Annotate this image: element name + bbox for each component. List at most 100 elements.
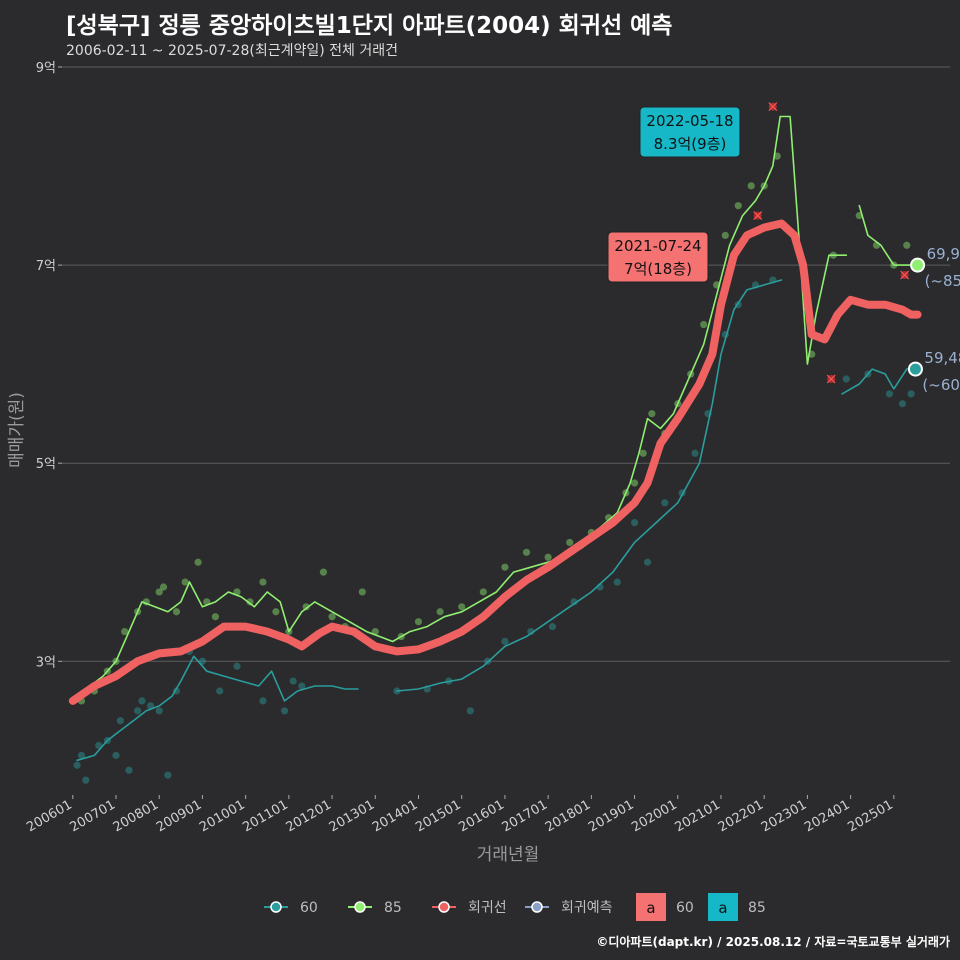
legend-label-swatch — [636, 893, 666, 921]
data-point — [898, 400, 907, 408]
data-point — [164, 771, 172, 779]
annotations: 2022-05-18 8.3억(9층) 2021-07-24 7억(18층) — [607, 106, 741, 283]
x-tick-label: 201501 — [413, 797, 463, 835]
data-point — [630, 519, 639, 527]
end-label-sub: (~60㎡) — [922, 376, 960, 394]
series-line-60 — [76, 655, 359, 762]
data-point — [643, 558, 652, 566]
x-tick-label: 200701 — [68, 797, 118, 835]
highlight-cross — [768, 102, 778, 112]
data-point — [181, 578, 189, 586]
legend-label: 회귀예측 — [561, 900, 613, 916]
data-point — [259, 578, 267, 586]
data-point — [436, 608, 444, 616]
y-axis-label: 매매가(원) — [7, 392, 27, 468]
annotation-date: 2022-05-18 — [646, 112, 733, 130]
data-point — [501, 637, 509, 646]
grid-lines — [62, 66, 950, 662]
legend-key-dot — [438, 901, 450, 913]
data-point — [121, 627, 129, 636]
x-tick-label: 201901 — [586, 797, 636, 835]
y-tick-label: 3억 — [36, 655, 56, 670]
data-point — [773, 152, 781, 160]
annotation-box — [639, 106, 741, 158]
data-point — [501, 563, 509, 571]
legend-label: 85 — [748, 900, 766, 916]
data-point — [298, 682, 306, 690]
x-tick-label: 201201 — [284, 797, 334, 835]
highlight-cross — [753, 211, 763, 220]
data-point — [280, 707, 289, 715]
data-point — [116, 717, 124, 725]
annotation-box — [607, 231, 709, 283]
legend-label: 85 — [384, 900, 402, 916]
annotation-text: 7억(18층) — [624, 260, 692, 278]
legend-label: 60 — [300, 900, 318, 916]
legend-label-glyph: a — [646, 899, 655, 917]
scatter-points — [73, 152, 915, 784]
x-tick-label: 200801 — [111, 797, 161, 835]
data-point — [112, 751, 120, 759]
series-line-회귀선 — [68, 219, 922, 705]
highlight-cross — [826, 374, 836, 384]
x-tick-label: 201301 — [327, 797, 377, 835]
highlight-markers — [753, 102, 910, 384]
x-tick-label: 200901 — [154, 797, 204, 835]
legend-label-swatch — [708, 893, 738, 921]
data-point — [630, 479, 639, 487]
data-point — [527, 627, 535, 636]
legend-key-dot — [531, 901, 543, 913]
x-tick-label: 201401 — [370, 797, 420, 835]
data-point — [648, 410, 656, 418]
x-tick-label: 202101 — [672, 797, 722, 835]
data-point — [458, 603, 466, 611]
legend: 60 85 회귀선 회귀예측 a 60 a 85 — [264, 893, 766, 921]
chart-subtitle: 2006-02-11 ~ 2025-07-28(최근계약일) 전체 거래건 — [66, 43, 398, 59]
data-point — [842, 375, 850, 383]
data-point — [138, 697, 146, 705]
series-lines — [68, 115, 922, 762]
data-point — [77, 751, 86, 759]
legend-label: 60 — [676, 900, 694, 916]
data-point — [125, 766, 133, 774]
data-point — [134, 707, 142, 715]
data-point — [566, 538, 574, 547]
series-line-85 — [76, 115, 848, 702]
data-point — [661, 499, 669, 507]
x-tick-label: 202001 — [629, 797, 679, 835]
data-point — [885, 390, 894, 398]
data-point — [613, 578, 621, 586]
data-point — [414, 618, 423, 626]
x-axis-ticks: 2006012007012008012009012010012011012012… — [24, 795, 896, 835]
y-tick-label: 9억 — [36, 61, 56, 76]
data-point — [246, 598, 254, 606]
y-axis-ticks: 3억 5억 7억 9억 — [36, 61, 62, 670]
data-point — [734, 202, 742, 210]
data-point — [747, 182, 755, 190]
legend-key-dot — [354, 901, 366, 913]
x-tick-label: 201101 — [240, 797, 290, 835]
end-marker — [907, 361, 923, 377]
x-tick-label: 201801 — [543, 797, 593, 835]
data-point — [82, 776, 90, 784]
y-tick-label: 7억 — [36, 259, 56, 274]
data-point — [479, 588, 487, 596]
highlight-cross — [900, 270, 910, 280]
data-point — [466, 707, 474, 715]
end-labels: 69,920 (~85㎡) 59,483 (~60㎡) — [907, 245, 960, 394]
x-tick-label: 202501 — [845, 797, 895, 835]
chart-title: [성북구] 정릉 중앙하이츠빌1단지 아파트(2004) 회귀선 예측 — [66, 13, 673, 39]
data-point — [548, 623, 557, 631]
data-point — [272, 608, 280, 616]
x-tick-label: 201001 — [197, 797, 247, 835]
data-point — [155, 707, 163, 715]
series-line-60 — [396, 279, 783, 692]
data-point — [721, 231, 729, 239]
data-point — [302, 603, 310, 611]
data-point — [233, 662, 241, 670]
data-point — [155, 588, 163, 596]
credit-text: ©디아파트(dapt.kr) / 2025.08.12 / 자료=국토교통부 실… — [596, 935, 950, 949]
data-point — [319, 568, 328, 576]
data-point — [216, 687, 224, 695]
